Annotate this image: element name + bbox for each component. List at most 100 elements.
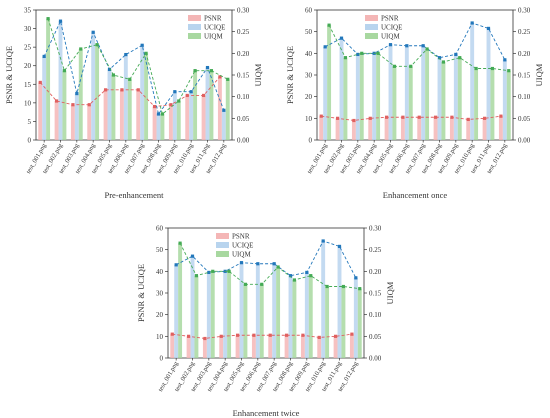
marker-uciqe [207, 270, 211, 275]
marker-psnr [319, 114, 323, 118]
marker-uiqm [243, 282, 248, 286]
marker-uciqe [486, 26, 491, 31]
marker-uciqe [388, 43, 393, 47]
right-tick-label: 0.30 [369, 225, 382, 233]
right-tick-label: 0.10 [369, 311, 382, 319]
line-uiqm [179, 242, 360, 290]
bar-psnr [87, 104, 92, 140]
bar-uciqe [239, 262, 244, 358]
bar-uiqm [357, 288, 362, 358]
left-tick-label: 50 [305, 28, 313, 36]
marker-psnr [335, 116, 340, 120]
right-tick-label: 0.10 [518, 93, 531, 101]
bar-uciqe [58, 21, 63, 141]
marker-uiqm [260, 282, 264, 286]
bar-uciqe [156, 114, 161, 140]
marker-uiqm [507, 69, 511, 73]
marker-uiqm [95, 43, 99, 47]
right-tick-label: 0.25 [369, 246, 382, 254]
marker-psnr [219, 334, 223, 338]
bar-psnr [351, 120, 356, 140]
bar-uciqe [205, 67, 210, 140]
legend-swatch-psnr [216, 233, 229, 239]
marker-psnr [201, 93, 206, 98]
marker-uciqe [140, 43, 144, 47]
x-axis-title: Pre-enhancement [105, 190, 165, 200]
bar-uiqm [308, 275, 313, 358]
bar-uciqe [190, 256, 195, 358]
bar-uciqe [372, 53, 377, 141]
bar-psnr [368, 118, 373, 140]
marker-psnr [203, 336, 207, 341]
bar-psnr [349, 334, 354, 358]
legend-swatch-uciqe [365, 24, 378, 30]
marker-uiqm [194, 274, 199, 278]
legend-label: UCIQE [232, 242, 253, 250]
marker-uciqe [124, 52, 128, 57]
bar-psnr [136, 89, 141, 140]
bar-uiqm [243, 284, 248, 358]
marker-psnr [433, 115, 438, 119]
marker-uiqm [227, 269, 231, 273]
marker-psnr [384, 115, 389, 119]
bar-psnr [482, 118, 487, 140]
bar-uiqm [176, 101, 181, 140]
bar-uciqe [140, 45, 145, 140]
bar-psnr [335, 118, 340, 140]
right-tick-label: 0.10 [237, 93, 250, 101]
line-uiqm [328, 24, 509, 72]
right-tick-label: 0.20 [518, 50, 531, 58]
bar-uiqm [178, 243, 183, 358]
bar-psnr [70, 104, 75, 140]
left-tick-label: 50 [156, 246, 164, 254]
bar-uiqm [292, 280, 297, 358]
marker-uciqe [205, 65, 210, 70]
marker-uiqm [327, 23, 331, 27]
marker-uciqe [288, 274, 293, 278]
marker-uiqm [360, 51, 364, 55]
legend-label: PSNR [232, 233, 250, 241]
marker-uciqe [470, 21, 474, 25]
right-tick-label: 0.05 [237, 115, 250, 123]
left-tick-label: 40 [305, 50, 313, 58]
bar-uciqe [304, 272, 309, 358]
bar-uciqe [91, 32, 96, 140]
marker-psnr [401, 115, 405, 119]
marker-uiqm [341, 284, 346, 289]
marker-psnr [268, 333, 272, 337]
line-uciqe [324, 22, 506, 61]
marker-uiqm [62, 69, 67, 73]
bar-uciqe [339, 38, 344, 140]
legend-swatch-uiqm [365, 33, 378, 39]
bar-uciqe [470, 23, 475, 140]
bar-uiqm [144, 53, 149, 141]
left-tick-label: 5 [28, 118, 32, 126]
marker-uiqm [276, 265, 280, 269]
bar-psnr [202, 338, 207, 358]
marker-uiqm [226, 77, 230, 81]
right-tick-label: 0.00 [369, 355, 382, 363]
marker-uciqe [454, 52, 458, 57]
bar-uciqe [189, 91, 194, 140]
bar-uciqe [337, 246, 342, 358]
line-uiqm [47, 18, 228, 115]
marker-uiqm [425, 47, 429, 51]
legend-label: PSNR [381, 15, 399, 23]
bar-uiqm [490, 68, 495, 140]
left-tick-label: 0 [28, 137, 32, 145]
marker-uiqm [343, 56, 348, 60]
marker-uciqe [239, 261, 244, 265]
bar-uciqe [321, 241, 326, 358]
marker-uciqe [58, 19, 63, 23]
marker-uiqm [193, 69, 197, 73]
marker-psnr [368, 116, 372, 120]
bar-uciqe [223, 271, 228, 358]
bar-psnr [449, 117, 454, 140]
bar-psnr [38, 82, 43, 140]
bar-uiqm [343, 57, 348, 140]
bar-uciqe [107, 69, 112, 140]
marker-psnr [235, 333, 240, 337]
